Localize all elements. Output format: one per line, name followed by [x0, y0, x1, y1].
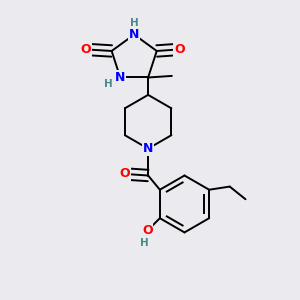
Text: N: N — [115, 71, 125, 84]
Text: O: O — [174, 43, 185, 56]
Text: H: H — [130, 18, 139, 28]
Text: O: O — [80, 43, 91, 56]
Text: H: H — [140, 238, 148, 248]
Text: H: H — [104, 79, 112, 89]
Text: N: N — [129, 28, 140, 41]
Text: O: O — [142, 224, 152, 237]
Text: N: N — [143, 142, 153, 155]
Text: O: O — [119, 167, 130, 180]
